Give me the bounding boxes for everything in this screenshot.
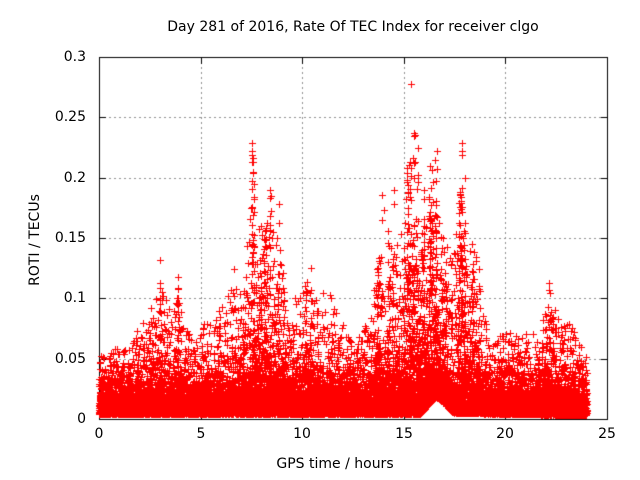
x-tick-label: 20 (496, 426, 514, 442)
x-tick-label: 25 (598, 426, 616, 442)
x-axis-label: GPS time / hours (276, 456, 394, 472)
x-tick-label: 10 (293, 426, 311, 442)
x-tick-label: 5 (196, 426, 206, 442)
y-tick-label: 0.25 (54, 109, 86, 125)
x-tick-label: 0 (94, 426, 104, 442)
y-tick-label: 0.3 (63, 49, 86, 65)
y-tick-label: 0.2 (63, 170, 86, 186)
x-tick-label: 15 (395, 426, 413, 442)
y-tick-label: 0 (77, 411, 86, 427)
y-tick-label: 0.1 (63, 290, 86, 306)
chart-title: Day 281 of 2016, Rate Of TEC Index for r… (167, 19, 539, 35)
y-tick-label: 0.15 (54, 230, 86, 246)
y-tick-label: 0.05 (54, 351, 86, 367)
